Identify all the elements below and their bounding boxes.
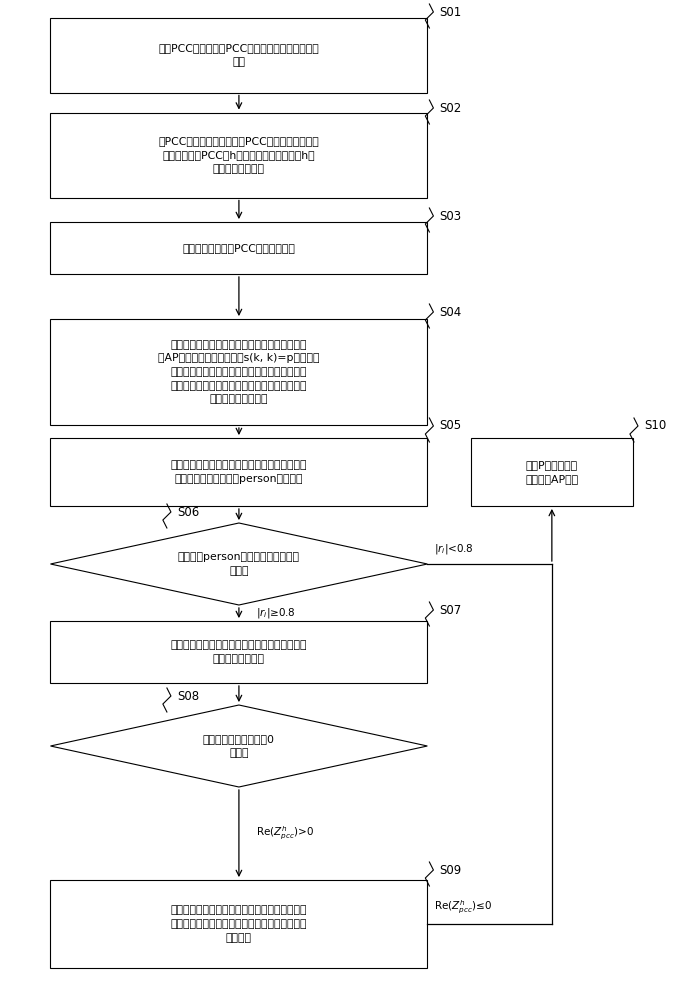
Text: 基于波动量法计算PCC处的谐波阻抗: 基于波动量法计算PCC处的谐波阻抗 — [182, 243, 295, 253]
Text: S07: S07 — [439, 603, 462, 616]
Text: 所述估算结果为系统侧谐波阻抗，并根据所述系
统侧谐波阻抗估算系统谐波发射水平和用户谐波
发射水平: 所述估算结果为系统侧谐波阻抗，并根据所述系 统侧谐波阻抗估算系统谐波发射水平和用… — [171, 905, 307, 943]
Text: 测量PCC处电压以及PCC处电流的基波分量及谐波
分量: 测量PCC处电压以及PCC处电流的基波分量及谐波 分量 — [159, 43, 319, 67]
Text: Re($Z_{pcc}^{h}$)≤0: Re($Z_{pcc}^{h}$)≤0 — [434, 899, 493, 916]
Bar — [50, 112, 427, 198]
Text: S04: S04 — [439, 306, 462, 318]
Text: S03: S03 — [439, 210, 462, 223]
Text: 增加P值的大小，
重新进行AP聚类: 增加P值的大小， 重新进行AP聚类 — [526, 460, 578, 484]
Bar — [50, 222, 427, 274]
Text: S06: S06 — [177, 506, 199, 518]
Text: S09: S09 — [439, 863, 462, 876]
Text: 计算每一类谐波电压、谐波电流、谐波电压波动
量和谐波电流波动量的person相关系数: 计算每一类谐波电压、谐波电流、谐波电压波动 量和谐波电流波动量的person相关… — [171, 460, 307, 484]
Bar — [50, 319, 427, 425]
Text: S02: S02 — [439, 102, 462, 114]
Bar — [50, 880, 427, 968]
Polygon shape — [50, 705, 427, 787]
Text: Re($Z_{pcc}^{h}$)>0: Re($Z_{pcc}^{h}$)>0 — [256, 825, 314, 842]
Text: S10: S10 — [644, 419, 666, 432]
Text: |$r_i$|≥0.8: |$r_i$|≥0.8 — [256, 606, 295, 620]
Text: S01: S01 — [439, 5, 462, 18]
Text: 求取对应类的均值和所述均值的实部，并将所述
均值作为估算结果: 求取对应类的均值和所述均值的实部，并将所述 均值作为估算结果 — [171, 640, 307, 664]
Bar — [50, 621, 427, 683]
Text: 判断所述均值的实部与0
的关系: 判断所述均值的实部与0 的关系 — [203, 734, 275, 758]
Text: 判断所述person相关系数与预设阈值
的大小: 判断所述person相关系数与预设阈值 的大小 — [178, 552, 300, 576]
Bar — [50, 438, 427, 506]
Bar — [471, 438, 633, 506]
Bar — [50, 17, 427, 93]
Text: 以谐波阻抗的实部和虚部构成二维分布的点，采
用AP聚类法进行分类，设定s(k, k)=p作为初始
值，获取谐波阻抗的聚类数目，以及每一类谐波
阻抗对应的谐波电压: 以谐波阻抗的实部和虚部构成二维分布的点，采 用AP聚类法进行分类，设定s(k, … — [158, 340, 320, 404]
Text: S08: S08 — [177, 690, 199, 702]
Polygon shape — [50, 523, 427, 605]
Text: 以PCC处谐波电压平均值和PCC处谐波电流平均值
为基准，计算PCC处h次谐波电压的波动量和h次
谐波电流的波动量: 以PCC处谐波电压平均值和PCC处谐波电流平均值 为基准，计算PCC处h次谐波电… — [159, 136, 319, 174]
Text: |$r_i$|<0.8: |$r_i$|<0.8 — [434, 542, 474, 556]
Text: S05: S05 — [439, 419, 462, 432]
